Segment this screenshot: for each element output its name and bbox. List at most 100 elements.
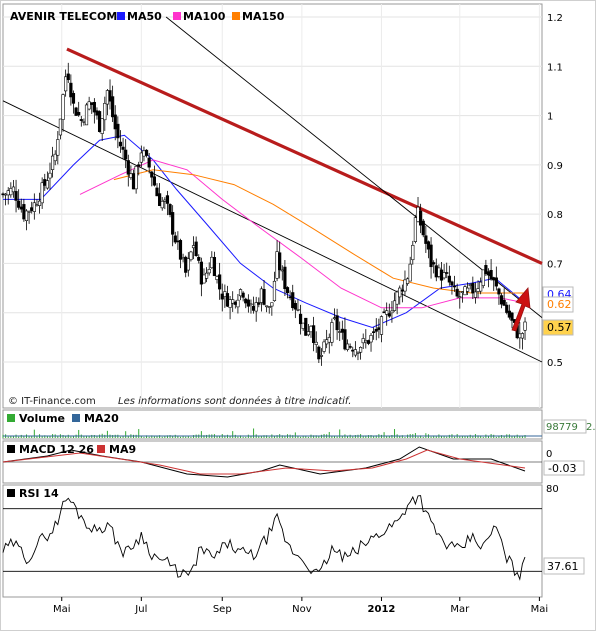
price-candle (272, 271, 277, 302)
candle-body (298, 313, 303, 325)
candle-body (280, 269, 284, 272)
price-candle (254, 296, 258, 322)
candle-body (71, 93, 76, 104)
price-candle (343, 317, 347, 351)
price-gridlines (3, 4, 542, 408)
candle-body (58, 118, 63, 136)
price-candle (40, 177, 44, 209)
candle-body (382, 311, 386, 314)
candle-body (437, 267, 441, 277)
candle-body (218, 274, 222, 290)
candle-body (309, 325, 313, 333)
price-candle (48, 162, 52, 190)
candle-body (152, 176, 156, 186)
price-candle (411, 240, 415, 265)
candle-body (447, 275, 451, 283)
price-candle (56, 131, 60, 165)
legend-swatch-macd (7, 445, 15, 453)
candle-body (432, 262, 436, 265)
price-candle (322, 339, 326, 354)
candle-body (19, 206, 23, 210)
price-candle (335, 308, 339, 340)
price-candle (231, 291, 235, 312)
candle-body (460, 291, 464, 293)
last-value-tag-text: 0.57 (547, 321, 572, 334)
price-candle (458, 290, 462, 309)
price-candle (408, 256, 412, 282)
candle-body (327, 337, 331, 343)
candle-body (405, 278, 410, 284)
price-candle (37, 192, 42, 214)
price-y-ticks: 1.2 1.1 1 0.9 0.8 0.7 0.5 (547, 13, 563, 369)
candle-body (291, 292, 295, 309)
candle-body (4, 193, 8, 196)
last-value-tag: 0.57 (542, 319, 574, 336)
candle-body (361, 338, 365, 344)
candle-body (197, 256, 201, 261)
macd-panel: MACD 12 26 MA9 0 -0.03 (2, 440, 585, 484)
price-candle (379, 315, 384, 343)
candle-body (40, 182, 44, 204)
candle-body (150, 171, 154, 178)
candle-body (249, 303, 253, 306)
legend-label-ma100: MA100 (183, 10, 226, 23)
macd-lines (2, 446, 542, 478)
candle-body (6, 190, 10, 196)
price-candle (64, 69, 68, 97)
legend-label-ma20: MA20 (84, 412, 119, 425)
price-candle (197, 254, 201, 264)
candle-body (403, 279, 407, 292)
legend-swatch-ma20 (72, 414, 80, 422)
price-candle (403, 270, 407, 296)
candle-body (351, 349, 355, 352)
price-y-tick-label: 0.9 (547, 161, 563, 172)
price-panel: 1.21.110.90.80.70.5 0.640.620.57 AVENIR … (1, 3, 574, 409)
candle-body (32, 202, 36, 212)
candle-body (520, 333, 525, 339)
price-candle (262, 279, 266, 306)
candle-body (293, 303, 297, 310)
price-candle (61, 93, 65, 132)
candle-body (497, 288, 501, 295)
candle-body (238, 289, 243, 297)
price-candle (356, 351, 360, 361)
price-candle (74, 106, 78, 116)
candle-body (411, 244, 415, 261)
candle-body (398, 287, 402, 298)
candle-body (322, 341, 326, 352)
candle-body (37, 200, 42, 206)
price-candle (241, 291, 245, 302)
candle-body (82, 121, 86, 123)
candle-body (439, 269, 444, 281)
price-candle (139, 145, 143, 168)
price-candle (113, 105, 117, 141)
candle-body (246, 299, 250, 307)
candle-body (118, 141, 123, 147)
candle-body (163, 199, 167, 202)
candle-body (343, 329, 347, 350)
x-tick-label: Nov (292, 604, 312, 615)
price-candle (471, 276, 475, 300)
resistance-trendline (66, 47, 543, 265)
candle-body (129, 173, 133, 179)
candle-body (61, 94, 65, 120)
candle-body (35, 204, 39, 207)
candle-body (257, 302, 261, 305)
price-y-tick-label: 0.5 (547, 358, 563, 369)
candle-body (45, 180, 49, 189)
candle-body (301, 322, 305, 329)
candle-body (510, 312, 514, 321)
candle-body (66, 73, 70, 81)
candle-body (455, 288, 459, 297)
price-candle (108, 79, 112, 110)
candle-body (223, 291, 227, 297)
price-candle (92, 98, 96, 124)
candle-body (24, 210, 29, 221)
candle-body (312, 325, 316, 343)
candle-body (105, 90, 110, 105)
price-candle (314, 331, 318, 353)
candle-body (505, 304, 509, 313)
macd-signal-line (2, 449, 526, 475)
candle-body (332, 317, 337, 320)
price-candle (283, 259, 287, 296)
